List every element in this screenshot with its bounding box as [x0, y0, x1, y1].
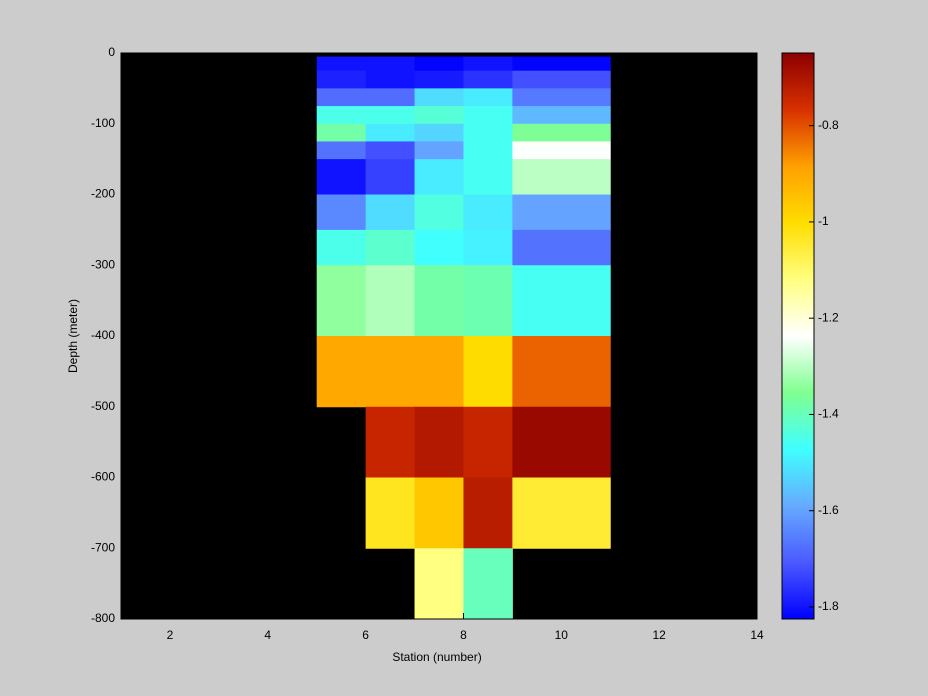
heatmap-cell: [365, 229, 416, 266]
colorbar-tick-label: -1.2: [818, 310, 839, 324]
heatmap-cell: [365, 477, 416, 549]
heatmap-cell: [463, 141, 513, 160]
heatmap-cell: [512, 106, 611, 125]
x-tick-label: 6: [362, 628, 369, 642]
y-axis-label: Depth (meter): [66, 299, 80, 373]
heatmap-cell: [365, 265, 416, 337]
y-tick-label: -500: [91, 399, 115, 413]
heatmap-cell: [512, 141, 611, 160]
heatmap-cell: [512, 477, 611, 549]
heatmap-cell: [463, 548, 513, 620]
heatmap-cell: [512, 406, 611, 478]
heatmap-cell: [414, 336, 464, 408]
heatmap-cell: [316, 70, 367, 89]
heatmap-cell: [512, 336, 611, 408]
heatmap-cell: [316, 106, 367, 125]
heatmap-cell: [365, 106, 416, 125]
heatmap-cell: [512, 194, 611, 231]
y-tick-label: -600: [91, 470, 115, 484]
heatmap-cell: [365, 70, 416, 89]
heatmap-cell: [512, 70, 611, 89]
heatmap-cell: [414, 194, 464, 231]
heatmap-cell: [316, 141, 367, 160]
y-tick-label: -200: [91, 187, 115, 201]
heatmap-cell: [316, 229, 367, 266]
heatmap-cell: [512, 88, 611, 107]
heatmap-cell: [365, 141, 416, 160]
heatmap-cell: [463, 406, 513, 478]
colorbar-tick-label: -0.8: [818, 118, 839, 132]
heatmap-cell: [512, 123, 611, 142]
heatmap-cell: [365, 123, 416, 142]
heatmap-cell: [463, 88, 513, 107]
heatmap-cell: [316, 265, 367, 337]
heatmap-cell: [512, 265, 611, 337]
heatmap-cell: [512, 159, 611, 195]
heatmap-cell: [316, 123, 367, 142]
colorbar-tick-label: -1.6: [818, 503, 839, 517]
heatmap-cell: [463, 229, 513, 266]
x-tick-label: 12: [652, 628, 666, 642]
y-tick-label: -400: [91, 328, 115, 342]
colorbar-tick-label: -1.8: [818, 599, 839, 613]
heatmap-cell: [414, 159, 464, 195]
heatmap-cell: [414, 123, 464, 142]
heatmap-cell: [463, 70, 513, 89]
heatmap-cell: [414, 141, 464, 160]
x-tick-label: 2: [167, 628, 174, 642]
heatmap-cell: [414, 88, 464, 107]
heatmap-cell: [316, 194, 367, 231]
heatmap-cell: [463, 265, 513, 337]
x-tick-label: 4: [264, 628, 271, 642]
heatmap-cell: [365, 159, 416, 195]
heatmap-cell: [316, 88, 367, 107]
heatmap-cell: [365, 336, 416, 408]
y-tick-label: 0: [108, 45, 115, 59]
heatmap-cell: [463, 106, 513, 125]
x-axis-label: Station (number): [392, 650, 481, 664]
heatmap-cell: [463, 159, 513, 195]
heatmap-cell: [463, 194, 513, 231]
y-tick-label: -100: [91, 116, 115, 130]
x-tick-label: 14: [750, 628, 764, 642]
heatmap-cell: [316, 159, 367, 195]
heatmap-cell: [463, 123, 513, 142]
heatmap-cell: [365, 406, 416, 478]
heatmap-cell: [512, 56, 611, 72]
heatmap-cell: [414, 548, 464, 620]
heatmap-cell: [414, 229, 464, 266]
heatmap-cell: [414, 56, 464, 72]
x-tick-label: 8: [460, 628, 467, 642]
heatmap-cell: [365, 56, 416, 72]
colorbar-tick-label: -1.4: [818, 407, 839, 421]
heatmap-cell: [316, 336, 367, 408]
heatmap-cell: [414, 406, 464, 478]
heatmap-cell: [316, 56, 367, 72]
heatmap-cell: [414, 70, 464, 89]
y-tick-label: -700: [91, 540, 115, 554]
colorbar: [781, 52, 815, 620]
x-tick-label: 10: [555, 628, 569, 642]
heatmap-cell: [414, 477, 464, 549]
y-tick-label: -300: [91, 257, 115, 271]
heatmap-cell: [463, 56, 513, 72]
heatmap-cell: [414, 265, 464, 337]
colorbar-tick-label: -1: [818, 214, 829, 228]
heatmap-cell: [414, 106, 464, 125]
heatmap-cell: [463, 336, 513, 408]
y-tick-label: -800: [91, 611, 115, 625]
heatmap-cell: [463, 477, 513, 549]
heatmap-cell: [365, 88, 416, 107]
heatmap-cell: [512, 229, 611, 266]
heatmap-cell: [365, 194, 416, 231]
